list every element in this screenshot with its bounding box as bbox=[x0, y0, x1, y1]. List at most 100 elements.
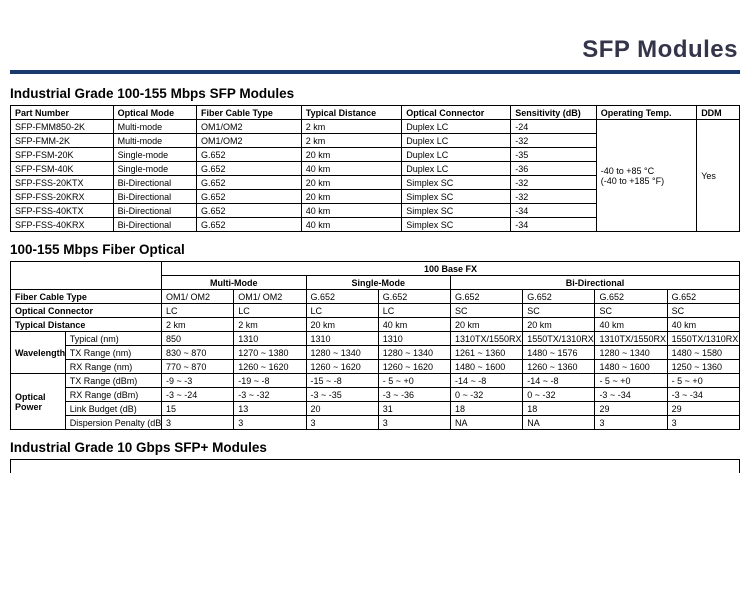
blank-header bbox=[11, 276, 162, 290]
cell: SFP-FMM-2K bbox=[11, 134, 114, 148]
row-group-label: Wavelength bbox=[11, 332, 66, 374]
table-row: RX Range (dBm)-3 ~ -24-3 ~ -32-3 ~ -35-3… bbox=[11, 388, 740, 402]
cell: G.652 bbox=[378, 290, 450, 304]
cell: G.652 bbox=[196, 190, 301, 204]
cell: 1260 ~ 1620 bbox=[378, 360, 450, 374]
row-sublabel: Link Budget (dB) bbox=[65, 402, 161, 416]
cell: Duplex LC bbox=[402, 148, 511, 162]
table-row: OpticalPowerTX Range (dBm)-9 ~ -3-19 ~ -… bbox=[11, 374, 740, 388]
cell: 830 ~ 870 bbox=[162, 346, 234, 360]
cell: -32 bbox=[511, 190, 597, 204]
cell: Bi-Directional bbox=[113, 204, 196, 218]
cell: SC bbox=[523, 304, 595, 318]
cell: SFP-FSS-20KRX bbox=[11, 190, 114, 204]
cell: 1480 ~ 1576 bbox=[523, 346, 595, 360]
cell: -32 bbox=[511, 134, 597, 148]
cell: NA bbox=[523, 416, 595, 430]
cell: Bi-Directional bbox=[113, 190, 196, 204]
cell: -32 bbox=[511, 176, 597, 190]
cell: - 5 ~ +0 bbox=[378, 374, 450, 388]
cell: -3 ~ -32 bbox=[234, 388, 306, 402]
section2-title: 100-155 Mbps Fiber Optical bbox=[10, 242, 740, 257]
column-header: DDM bbox=[697, 106, 740, 120]
cell: 2 km bbox=[162, 318, 234, 332]
cell: 40 km bbox=[301, 204, 401, 218]
cell: Single-mode bbox=[113, 162, 196, 176]
section3-title: Industrial Grade 10 Gbps SFP+ Modules bbox=[10, 440, 740, 455]
cell: 40 km bbox=[595, 318, 667, 332]
cell: G.652 bbox=[667, 290, 739, 304]
cell: 1310TX/1550RX bbox=[450, 332, 522, 346]
cell: SC bbox=[595, 304, 667, 318]
cell: 40 km bbox=[378, 318, 450, 332]
cell: - 5 ~ +0 bbox=[595, 374, 667, 388]
cell: LC bbox=[234, 304, 306, 318]
column-header: Optical Connector bbox=[402, 106, 511, 120]
mode-header: Multi-Mode bbox=[162, 276, 306, 290]
cell: G.652 bbox=[306, 290, 378, 304]
cell: 1260 ~ 1620 bbox=[234, 360, 306, 374]
cell: 1310TX/1550RX bbox=[595, 332, 667, 346]
cell: G.652 bbox=[196, 218, 301, 232]
cell: 1310 bbox=[234, 332, 306, 346]
cell: 13 bbox=[234, 402, 306, 416]
cell: -14 ~ -8 bbox=[450, 374, 522, 388]
cell: 3 bbox=[595, 416, 667, 430]
cell: 40 km bbox=[667, 318, 739, 332]
cell: 2 km bbox=[234, 318, 306, 332]
cell: 1480 ~ 1600 bbox=[595, 360, 667, 374]
cell: -34 bbox=[511, 218, 597, 232]
table-row: SFP-FMM850-2KMulti-modeOM1/OM22 kmDuplex… bbox=[11, 120, 740, 134]
row-sublabel: Dispersion Penalty (dB) bbox=[65, 416, 161, 430]
cell: 1270 ~ 1380 bbox=[234, 346, 306, 360]
cell: NA bbox=[450, 416, 522, 430]
table-row: RX Range (nm)770 ~ 8701260 ~ 16201260 ~ … bbox=[11, 360, 740, 374]
cell: SFP-FSM-20K bbox=[11, 148, 114, 162]
cell: G.652 bbox=[450, 290, 522, 304]
cell: Simplex SC bbox=[402, 176, 511, 190]
cell: 1480 ~ 1600 bbox=[450, 360, 522, 374]
cell: 1310 bbox=[378, 332, 450, 346]
table-header-row: Part NumberOptical ModeFiber Cable TypeT… bbox=[11, 106, 740, 120]
cell: 3 bbox=[162, 416, 234, 430]
mode-header: Bi-Directional bbox=[450, 276, 739, 290]
top-header: 100 Base FX bbox=[162, 262, 740, 276]
cell: -19 ~ -8 bbox=[234, 374, 306, 388]
row-sublabel: RX Range (dBm) bbox=[65, 388, 161, 402]
cell: 1250 ~ 1360 bbox=[667, 360, 739, 374]
cell: Bi-Directional bbox=[113, 176, 196, 190]
cell: Multi-mode bbox=[113, 120, 196, 134]
section3-table bbox=[10, 459, 740, 473]
row-label: Optical Connector bbox=[11, 304, 162, 318]
cell: -35 bbox=[511, 148, 597, 162]
column-header: Operating Temp. bbox=[596, 106, 696, 120]
cell: G.652 bbox=[196, 204, 301, 218]
row-sublabel: TX Range (nm) bbox=[65, 346, 161, 360]
cell: SFP-FSM-40K bbox=[11, 162, 114, 176]
cell: Simplex SC bbox=[402, 190, 511, 204]
table-row: TX Range (nm)830 ~ 8701270 ~ 1380 1280 ~ … bbox=[11, 346, 740, 360]
cell: 1480 ~ 1580 bbox=[667, 346, 739, 360]
cell: G.652 bbox=[523, 290, 595, 304]
cell: 40 km bbox=[301, 162, 401, 176]
cell: 1550TX/1310RX bbox=[523, 332, 595, 346]
cell: 1261 ~ 1360 bbox=[450, 346, 522, 360]
cell: SFP-FSS-20KTX bbox=[11, 176, 114, 190]
column-header: Fiber Cable Type bbox=[196, 106, 301, 120]
cell: SC bbox=[450, 304, 522, 318]
ddm-cell: Yes bbox=[697, 120, 740, 232]
cell: -3 ~ -35 bbox=[306, 388, 378, 402]
table-row: WavelengthTypical (nm)850131013101310131… bbox=[11, 332, 740, 346]
section1-table: Part NumberOptical ModeFiber Cable TypeT… bbox=[10, 105, 740, 232]
cell: OM1/OM2 bbox=[196, 134, 301, 148]
cell: 18 bbox=[523, 402, 595, 416]
table-row: Typical Distance2 km2 km20 km40 km20 km2… bbox=[11, 318, 740, 332]
cell: 3 bbox=[378, 416, 450, 430]
cell: 31 bbox=[378, 402, 450, 416]
cell: SFP-FSS-40KRX bbox=[11, 218, 114, 232]
cell: Duplex LC bbox=[402, 134, 511, 148]
cell: 3 bbox=[306, 416, 378, 430]
cell: 1280 ~ 1340 bbox=[595, 346, 667, 360]
cell: 20 km bbox=[306, 318, 378, 332]
row-sublabel: TX Range (dBm) bbox=[65, 374, 161, 388]
